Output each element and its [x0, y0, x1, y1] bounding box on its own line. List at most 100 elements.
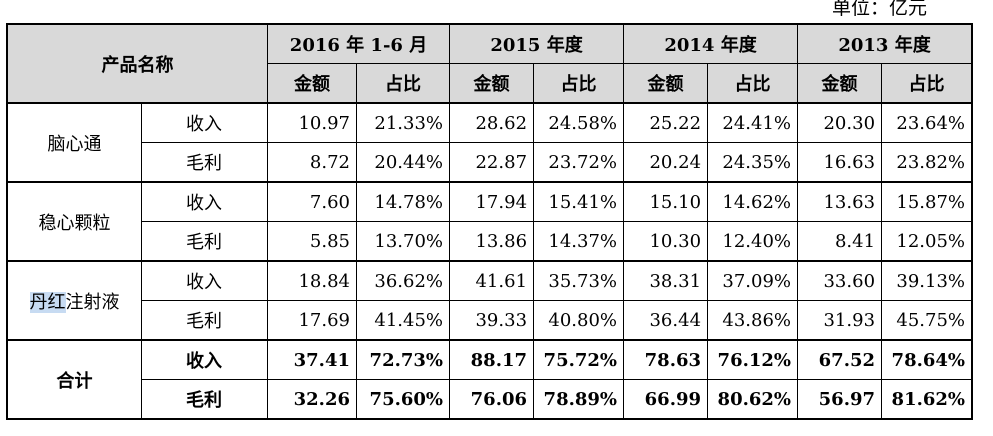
ratio-cell: 14.37% [533, 221, 625, 262]
ratio-cell: 76.12% [707, 339, 799, 380]
product-name-text: 注射液 [65, 291, 120, 313]
product-name-text: 稳心颗粒 [38, 212, 111, 234]
ratio-cell: 24.41% [707, 102, 799, 143]
total-label: 合计 [7, 339, 142, 419]
product-revenue-table: 产品名称 2016 年 1-6 月 2015 年度 2014 年度 2013 年… [5, 23, 974, 420]
table-row: 毛利 32.26 75.60% 76.06 78.89% 66.99 80.62% 56.97… [8, 379, 973, 419]
amount-cell: 13.63 [797, 181, 883, 222]
metric-label: 毛利 [141, 221, 268, 262]
amount-cell: 38.31 [623, 260, 709, 301]
table-row: 稳心颗粒 收入 7.60 14.78% 17.94 15.41% 15.10 14.62% 13… [7, 181, 973, 262]
header-product-name: 产品名称 [7, 24, 268, 104]
header-amount: 金额 [449, 63, 535, 104]
product-name: 丹红注射液 [7, 260, 142, 341]
table-row: 脑心通 收入 10.97 21.33% 28.62 24.58% 25.22 24.41% 20… [7, 102, 973, 183]
header-amount: 金额 [797, 63, 883, 104]
ratio-cell: 72.73% [355, 339, 451, 380]
header-amount: 金额 [623, 63, 709, 104]
header-period: 2014 年度 [623, 24, 799, 64]
ratio-cell: 41.45% [355, 300, 451, 341]
product-name-text: 脑心通 [47, 133, 102, 155]
ratio-cell: 20.44% [355, 142, 451, 183]
table-row: 毛利 5.85 13.70% 13.86 14.37% 10.30 12.40% 8.41 12… [8, 221, 973, 262]
metric-label: 收入 [141, 260, 268, 301]
ratio-cell: 15.87% [881, 181, 973, 222]
ratio-cell: 21.33% [355, 102, 451, 143]
ratio-cell: 24.35% [707, 142, 799, 183]
ratio-cell: 75.72% [533, 339, 625, 380]
ratio-cell: 36.62% [355, 260, 451, 301]
amount-cell: 17.94 [449, 181, 535, 222]
ratio-cell: 12.40% [707, 221, 799, 262]
table-row: 丹红注射液 收入 18.84 36.62% 41.61 35.73% 38.31 37.09%… [7, 260, 973, 341]
ratio-cell: 15.41% [533, 181, 625, 222]
header-ratio: 占比 [533, 63, 625, 104]
header-ratio: 占比 [355, 63, 451, 104]
amount-cell: 78.63 [623, 339, 709, 380]
amount-cell: 10.30 [623, 221, 709, 262]
ratio-cell: 23.72% [533, 142, 625, 183]
amount-cell: 15.10 [623, 181, 709, 222]
header-ratio: 占比 [707, 63, 799, 104]
ratio-cell: 13.70% [355, 221, 451, 262]
ratio-cell: 78.64% [881, 339, 973, 380]
amount-cell: 10.97 [267, 102, 357, 143]
amount-cell: 32.26 [267, 379, 357, 419]
amount-cell: 67.52 [797, 339, 883, 380]
amount-cell: 36.44 [623, 300, 709, 341]
metric-label: 毛利 [141, 300, 268, 341]
amount-cell: 8.72 [267, 142, 357, 183]
ratio-cell: 81.62% [881, 379, 973, 419]
amount-cell: 25.22 [623, 102, 709, 143]
ratio-cell: 78.89% [533, 379, 625, 419]
ratio-cell: 45.75% [881, 300, 973, 341]
amount-cell: 41.61 [449, 260, 535, 301]
metric-label: 收入 [141, 339, 268, 380]
header-amount: 金额 [267, 63, 357, 104]
ratio-cell: 80.62% [707, 379, 799, 419]
ratio-cell: 75.60% [355, 379, 451, 419]
amount-cell: 20.30 [797, 102, 883, 143]
metric-label: 毛利 [141, 379, 268, 419]
ratio-cell: 14.62% [707, 181, 799, 222]
amount-cell: 22.87 [449, 142, 535, 183]
amount-cell: 33.60 [797, 260, 883, 301]
ratio-cell: 14.78% [355, 181, 451, 222]
amount-cell: 37.41 [267, 339, 357, 380]
product-name: 稳心颗粒 [7, 181, 142, 262]
ratio-cell: 24.58% [533, 102, 625, 143]
product-name-text: 合计 [56, 370, 93, 392]
header-period: 2016 年 1-6 月 [266, 24, 451, 64]
ratio-cell: 12.05% [881, 221, 973, 262]
amount-cell: 31.93 [797, 300, 883, 341]
amount-cell: 7.60 [267, 181, 357, 222]
table-row: 毛利 8.72 20.44% 22.87 23.72% 20.24 24.35% 16.63 2… [8, 142, 973, 183]
ratio-cell: 40.80% [533, 300, 625, 341]
header-ratio: 占比 [881, 63, 973, 104]
amount-cell: 28.62 [449, 102, 535, 143]
ratio-cell: 23.64% [881, 102, 973, 143]
unit-label: 单位：亿元 [832, 0, 928, 19]
amount-cell: 20.24 [623, 142, 709, 183]
metric-label: 收入 [141, 102, 268, 143]
metric-label: 毛利 [141, 142, 268, 183]
ratio-cell: 37.09% [707, 260, 799, 301]
metric-label: 收入 [141, 181, 268, 222]
amount-cell: 5.85 [267, 221, 357, 262]
ratio-cell: 39.13% [881, 260, 973, 301]
header-period: 2015 年度 [449, 24, 625, 64]
amount-cell: 39.33 [449, 300, 535, 341]
amount-cell: 8.41 [797, 221, 883, 262]
ratio-cell: 43.86% [707, 300, 799, 341]
ratio-cell: 23.82% [881, 142, 973, 183]
amount-cell: 76.06 [449, 379, 535, 419]
amount-cell: 56.97 [797, 379, 883, 419]
table-row: 毛利 17.69 41.45% 39.33 40.80% 36.44 43.86% 31.93… [8, 300, 973, 341]
amount-cell: 16.63 [797, 142, 883, 183]
amount-cell: 13.86 [449, 221, 535, 262]
ratio-cell: 35.73% [533, 260, 625, 301]
amount-cell: 18.84 [267, 260, 357, 301]
amount-cell: 66.99 [623, 379, 709, 419]
table-row: 合计 收入 37.41 72.73% 88.17 75.72% 78.63 76.12% 67.… [7, 339, 973, 419]
product-name-highlight: 丹红 [29, 291, 66, 313]
